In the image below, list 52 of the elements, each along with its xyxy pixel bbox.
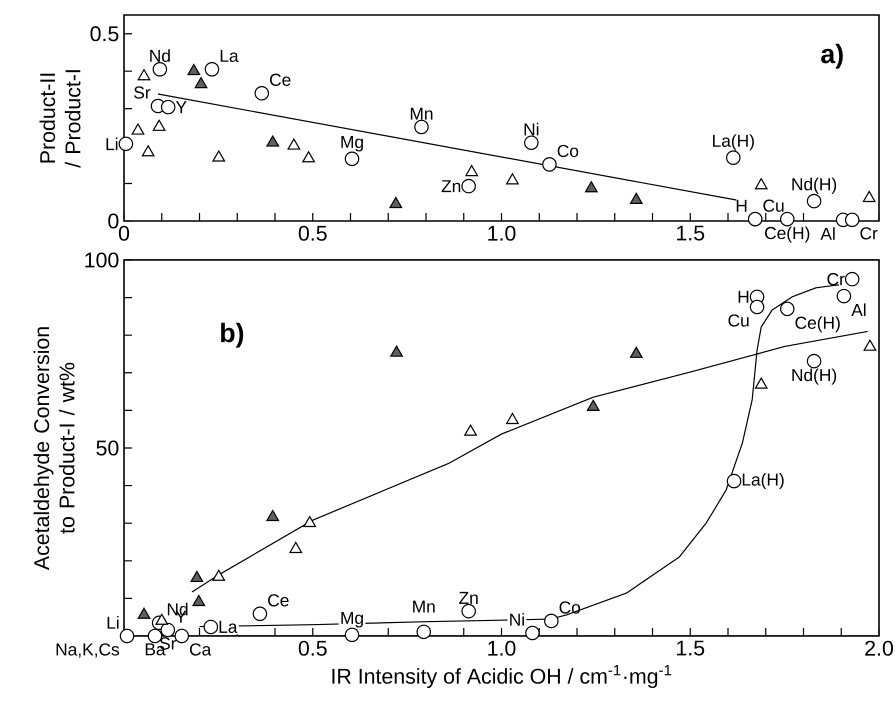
annotation: Ce(H) [765, 226, 810, 243]
annotation: Mg [341, 136, 363, 152]
x-tick-label: 1.5 [677, 640, 704, 656]
annotation: Nd(H) [792, 368, 836, 385]
annotation: Cr [827, 273, 845, 286]
y-tick-label: 0.5 [90, 26, 118, 42]
x-tick-label: 0.5 [298, 226, 327, 241]
annotation: Mg [341, 612, 363, 628]
annotation: Co [558, 144, 578, 158]
annotation: b) [221, 322, 244, 348]
annotation: Nd(H) [792, 178, 836, 194]
annotation: Ce [268, 594, 289, 606]
annotation: Y [176, 101, 187, 114]
annotation: Ce [270, 74, 291, 86]
y-axis-title: Product-II / Product-I [39, 70, 80, 168]
annotation: Co [560, 601, 580, 614]
annotation: Nd [150, 49, 170, 62]
annotation: Mn [410, 108, 432, 120]
annotation: Mn [413, 600, 435, 613]
y-axis-title: Acetaldehyde Conversion to Product-I / wt% [34, 327, 75, 570]
x-tick-label: 1.0 [488, 640, 516, 656]
annotation: La(H) [713, 134, 754, 150]
annotation: a) [821, 44, 843, 69]
annotation: La [220, 50, 239, 62]
x-tick-label: 2.0 [865, 640, 893, 656]
annotation: Ca [190, 643, 212, 656]
annotation: H [738, 290, 748, 303]
annotation: Li [108, 616, 119, 629]
y-tick-label: 0 [108, 213, 118, 229]
annotation: Zn [459, 592, 478, 604]
annotation: Cu [763, 200, 784, 212]
y-tick-label: 50 [96, 440, 118, 456]
annotation: Na,K,Cs [56, 643, 120, 658]
x-tick-label: 1.0 [488, 226, 516, 241]
y-tick-label: 100 [85, 252, 118, 268]
annotation: Ni [524, 122, 538, 136]
annotation: Sr [134, 86, 150, 99]
annotation: Ni [510, 613, 524, 626]
annotation: H [736, 200, 746, 212]
x-tick-label: 0 [118, 226, 130, 241]
annotation: Cu [728, 314, 749, 327]
annotation: Li [106, 138, 118, 150]
annotation: Al [851, 303, 866, 316]
annotation: Cr [860, 227, 878, 240]
annotation: La(H) [742, 472, 784, 490]
x-tick-label: 0.5 [298, 640, 327, 656]
annotation: Ce(H) [795, 316, 840, 332]
x-axis-title: IR Intensity of Acidic OH / cm$^{-1}$·mg$^{-1}$ [332, 664, 672, 688]
annotation: Al [820, 227, 835, 240]
x-tick-label: 1.5 [677, 226, 704, 241]
annotation: Zn [442, 180, 460, 192]
annotation: La [220, 620, 238, 634]
